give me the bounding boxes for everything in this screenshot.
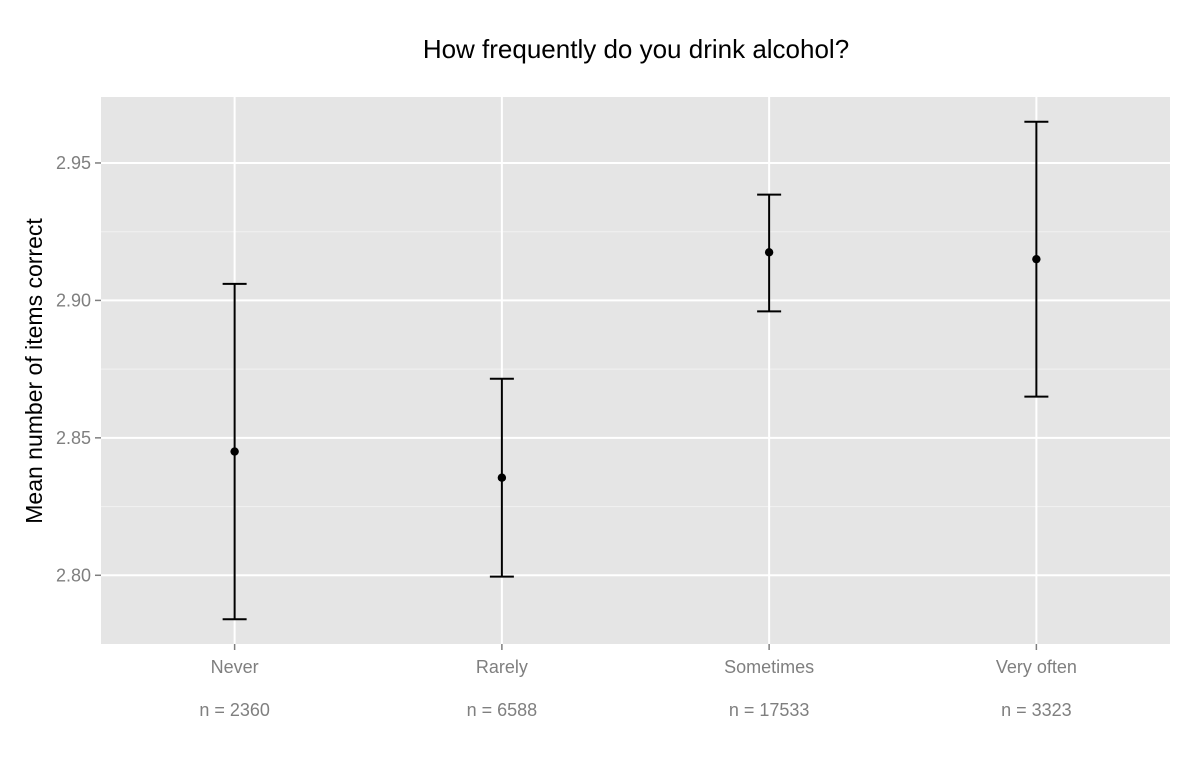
data-layer: [222, 120, 1049, 621]
x-axis: Never n = 2360 Rarely n = 6588 Sometimes n = …: [199, 644, 1077, 720]
mean-point: [764, 248, 774, 257]
error-bar-group: [222, 282, 247, 621]
panel-background: [101, 97, 1170, 644]
plot-panel: [101, 97, 1170, 644]
sample-size-label: n = 2360: [199, 700, 270, 720]
sample-size-label: n = 6588: [467, 700, 538, 720]
y-tick-label: 2.95: [56, 153, 91, 173]
x-tick-label: Very often: [996, 657, 1077, 677]
y-tick-label: 2.80: [56, 565, 91, 585]
error-bar-group: [489, 377, 514, 578]
error-bar-group: [1024, 120, 1049, 398]
sample-size-label: n = 3323: [1001, 700, 1072, 720]
x-tick-label: Rarely: [476, 657, 528, 677]
mean-point: [497, 473, 507, 482]
y-axis: 2.80 2.85 2.90 2.95: [56, 153, 101, 585]
chart-title: How frequently do you drink alcohol?: [423, 34, 849, 64]
x-tick-label: Never: [211, 657, 259, 677]
sample-size-label: n = 17533: [729, 700, 810, 720]
x-tick-label: Sometimes: [724, 657, 814, 677]
mean-point: [230, 447, 239, 456]
y-tick-label: 2.85: [56, 428, 91, 448]
y-tick-label: 2.90: [56, 290, 91, 310]
y-axis-label: Mean number of items correct: [21, 218, 47, 524]
error-bar-group: [757, 193, 782, 313]
mean-point: [1032, 254, 1041, 264]
